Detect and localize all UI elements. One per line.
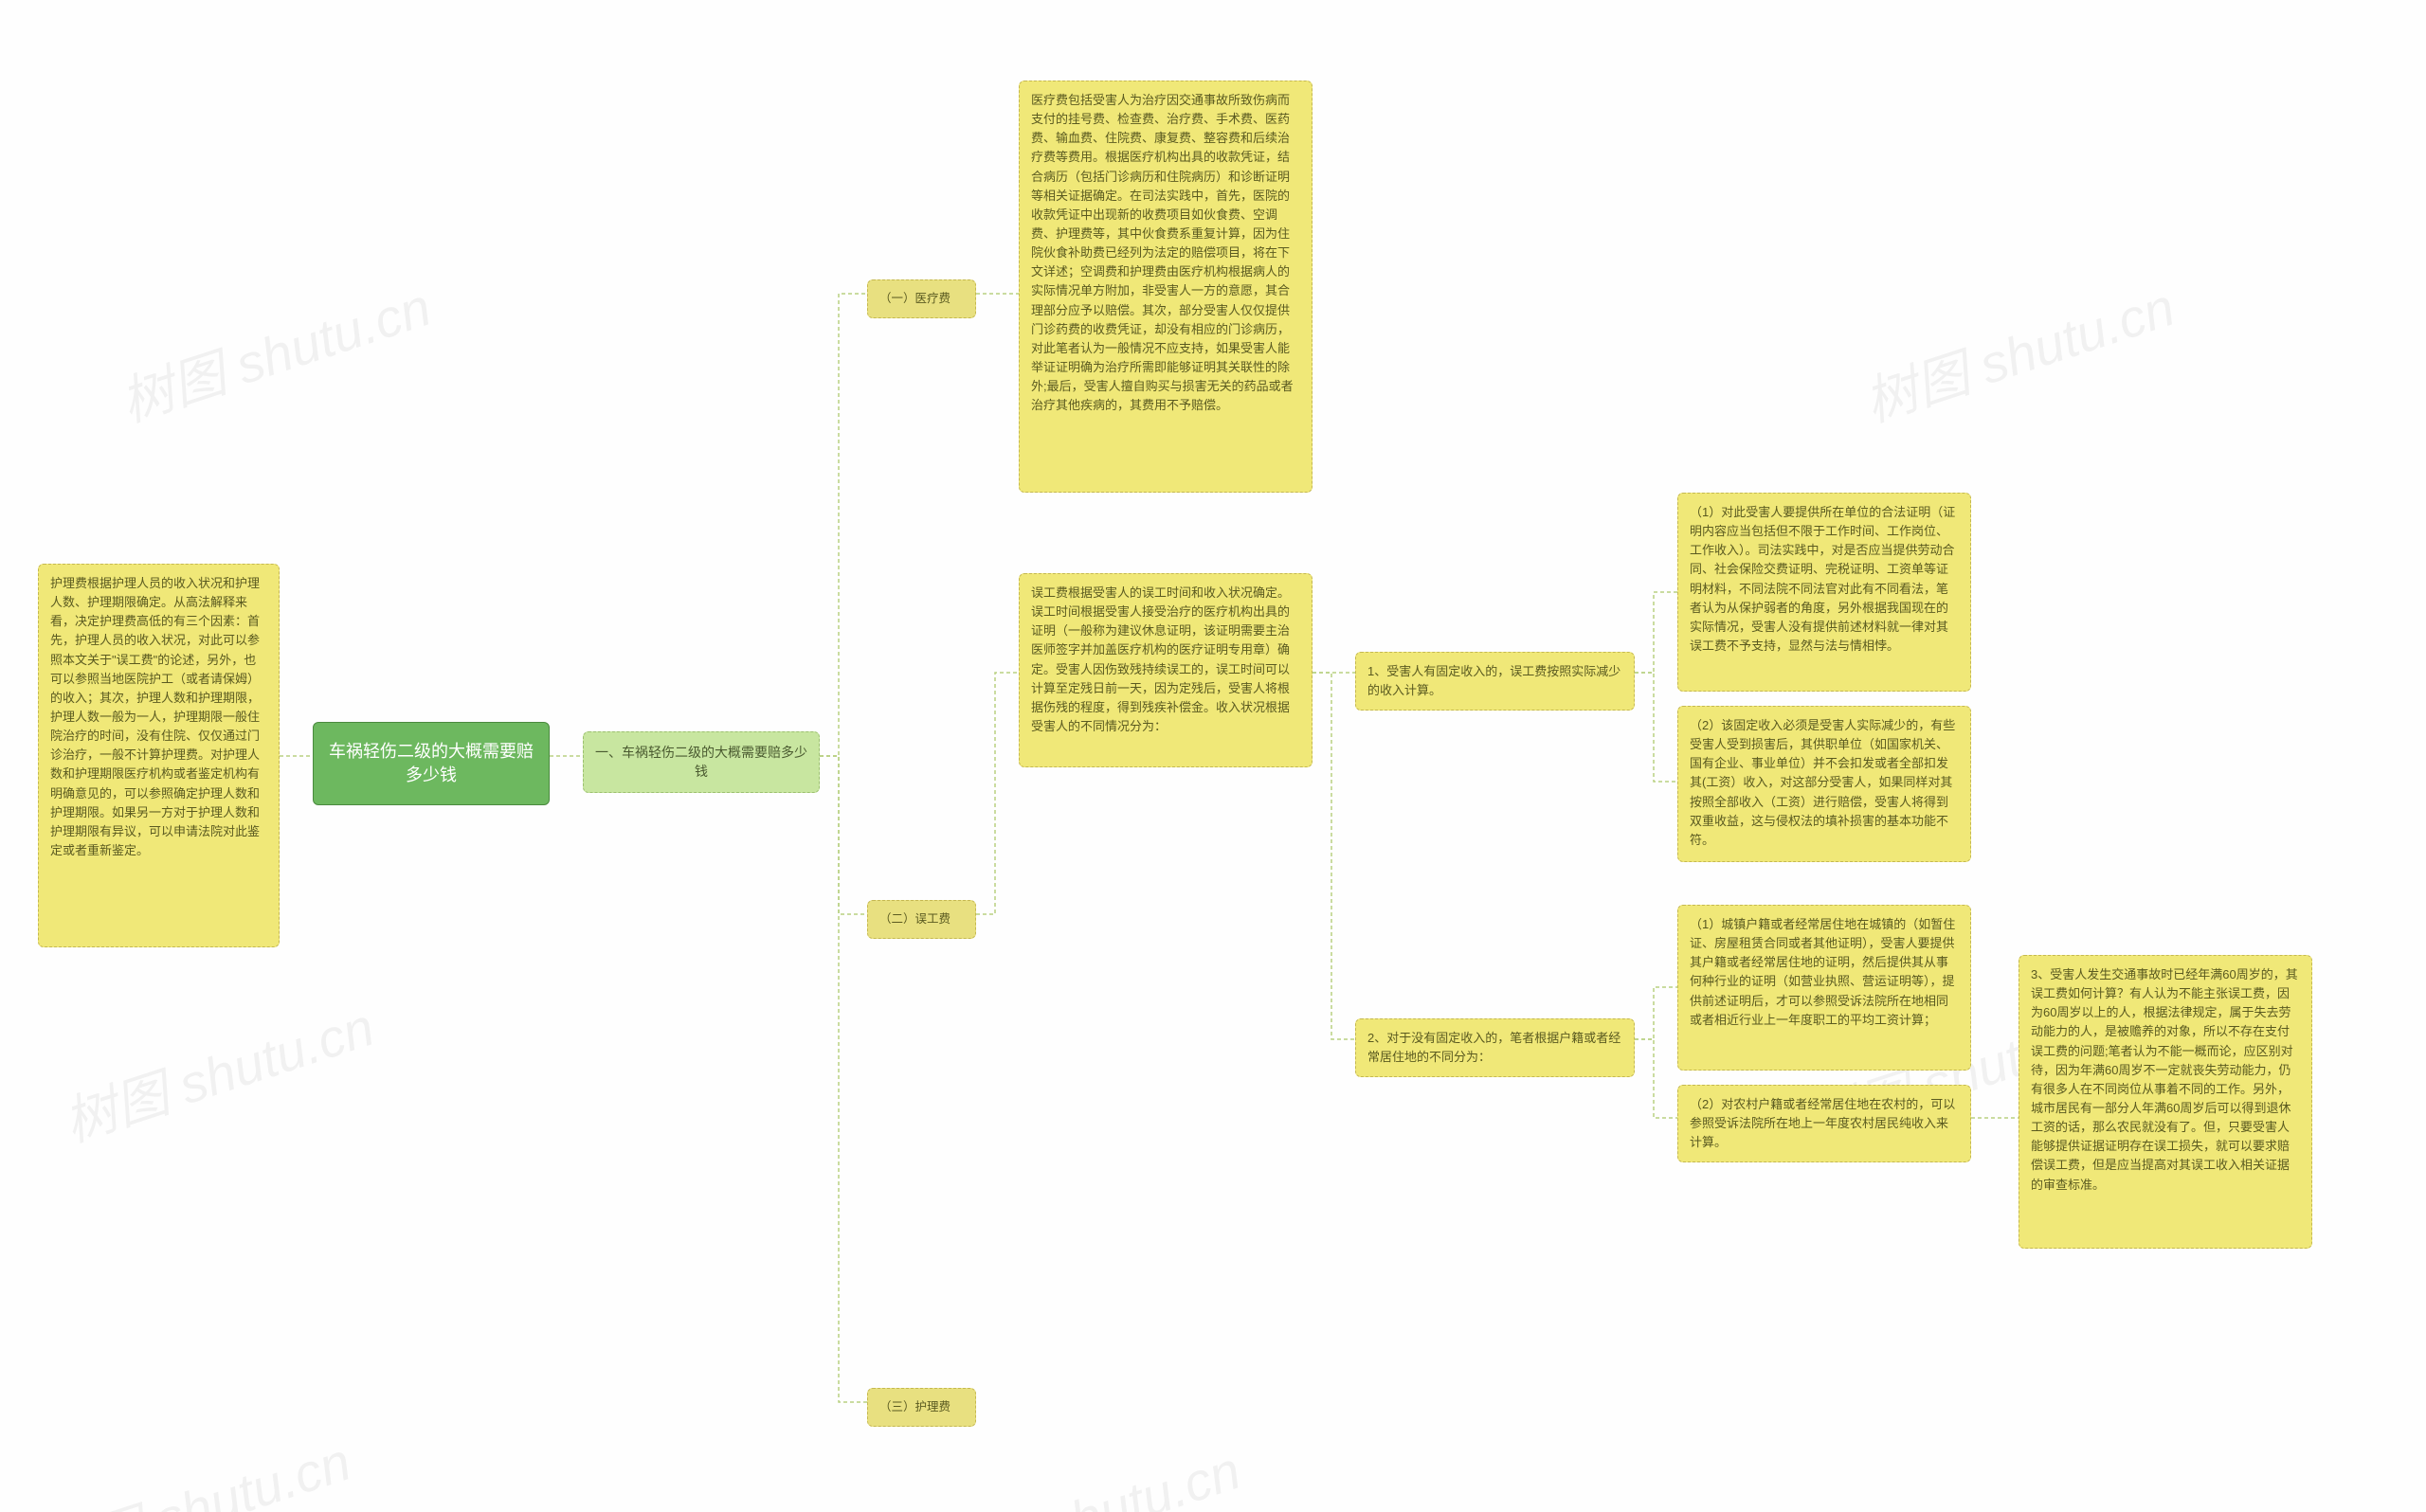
lost-case-fixed: 1、受害人有固定收入的，误工费按照实际减少的收入计算。 [1355,652,1635,711]
branch-lost: （二）误工费 [867,900,976,939]
nofixed-note-0: （1）城镇户籍或者经常居住地在城镇的（如暂住证、房屋租赁合同或者其他证明），受害… [1677,905,1971,1071]
watermark: shutu.cn [1038,1439,1247,1512]
nofixed-note-1: （2）对农村户籍或者经常居住地在农村的，可以参照受诉法院所在地上一年度农村居民纯… [1677,1085,1971,1162]
main-branch: 一、车祸轻伤二级的大概需要赔多少钱 [583,731,820,793]
medical-detail: 医疗费包括受害人为治疗因交通事故所致伤病而支付的挂号费、检查费、治疗费、手术费、… [1019,81,1313,493]
watermark: 树图 shutu.cn [1854,265,2183,438]
lost-wage-detail: 误工费根据受害人的误工时间和收入状况确定。误工时间根据受害人接受治疗的医疗机构出… [1019,573,1313,767]
root-node: 车祸轻伤二级的大概需要赔多少钱 [313,722,550,805]
fixed-note-0: （1）对此受害人要提供所在单位的合法证明（证明内容应当包括但不限于工作时间、工作… [1677,493,1971,692]
watermark: 图 shutu.cn [80,1419,358,1512]
watermark: 树图 shutu.cn [110,265,440,438]
nursing-summary: 护理费根据护理人员的收入状况和护理人数、护理期限确定。从高法解释来看，决定护理费… [38,564,280,947]
watermark: 树图 shutu.cn [53,985,383,1158]
branch-med: （一）医疗费 [867,279,976,318]
branch-nurse: （三）护理费 [867,1388,976,1427]
fixed-note-1: （2）该固定收入必须是受害人实际减少的，有些受害人受到损害后，其供职单位（如国家… [1677,706,1971,862]
lost-case-nofixed: 2、对于没有固定收入的，笔者根据户籍或者经常居住地的不同分为： [1355,1018,1635,1077]
elderly-note: 3、受害人发生交通事故时已经年满60周岁的，其误工费如何计算？有人认为不能主张误… [2019,955,2312,1249]
